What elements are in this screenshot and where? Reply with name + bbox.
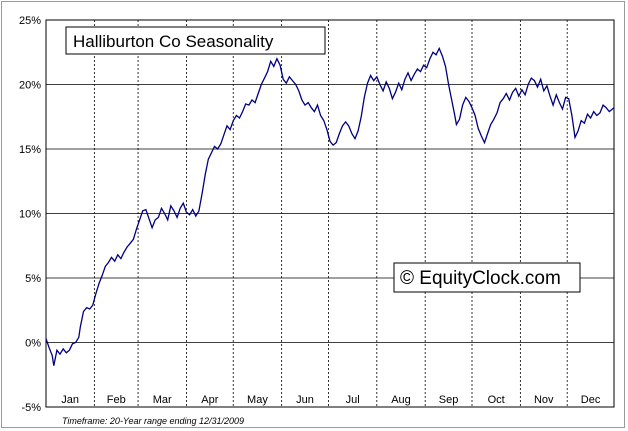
title-box-border [65,26,326,55]
month-label: May [247,394,268,406]
chart-title: Halliburton Co Seasonality [73,32,274,51]
watermark-border [393,262,581,293]
month-label: Nov [534,394,554,406]
month-label: Feb [107,394,126,406]
month-label: Sep [439,394,459,406]
y-tick-label: -5% [21,402,41,414]
watermark-text: © EquityClock.com [400,268,561,289]
y-tick-label: 0% [25,338,41,350]
month-label: Aug [391,394,411,406]
month-label: Dec [581,394,601,406]
y-tick-label: 10% [19,209,41,221]
y-tick-label: 5% [25,273,41,285]
watermark-box: © EquityClock.com [393,262,581,293]
month-label: Mar [153,394,172,406]
month-label: Jan [61,394,79,406]
month-label: Jul [346,394,360,406]
y-tick-label: 15% [19,144,41,156]
y-tick-label: 25% [19,15,41,27]
timeframe-footnote: Timeframe: 20-Year range ending 12/31/20… [62,416,244,426]
month-label: Jun [296,394,314,406]
y-axis-tick-labels: -5% 0% 5% 10% 15% 20% 25% [19,15,41,414]
chart-title-box: Halliburton Co Seasonality [65,26,326,55]
y-tick-label: 20% [19,80,41,92]
month-label: Oct [488,394,505,406]
vertical-gridlines [93,20,568,407]
month-label: Apr [201,394,218,406]
x-axis-month-labels: Jan Feb Mar Apr May Jun Jul Aug Sep Oct Nov Dec [61,394,601,406]
seasonality-line [45,46,615,366]
horizontal-gridlines [46,84,614,343]
